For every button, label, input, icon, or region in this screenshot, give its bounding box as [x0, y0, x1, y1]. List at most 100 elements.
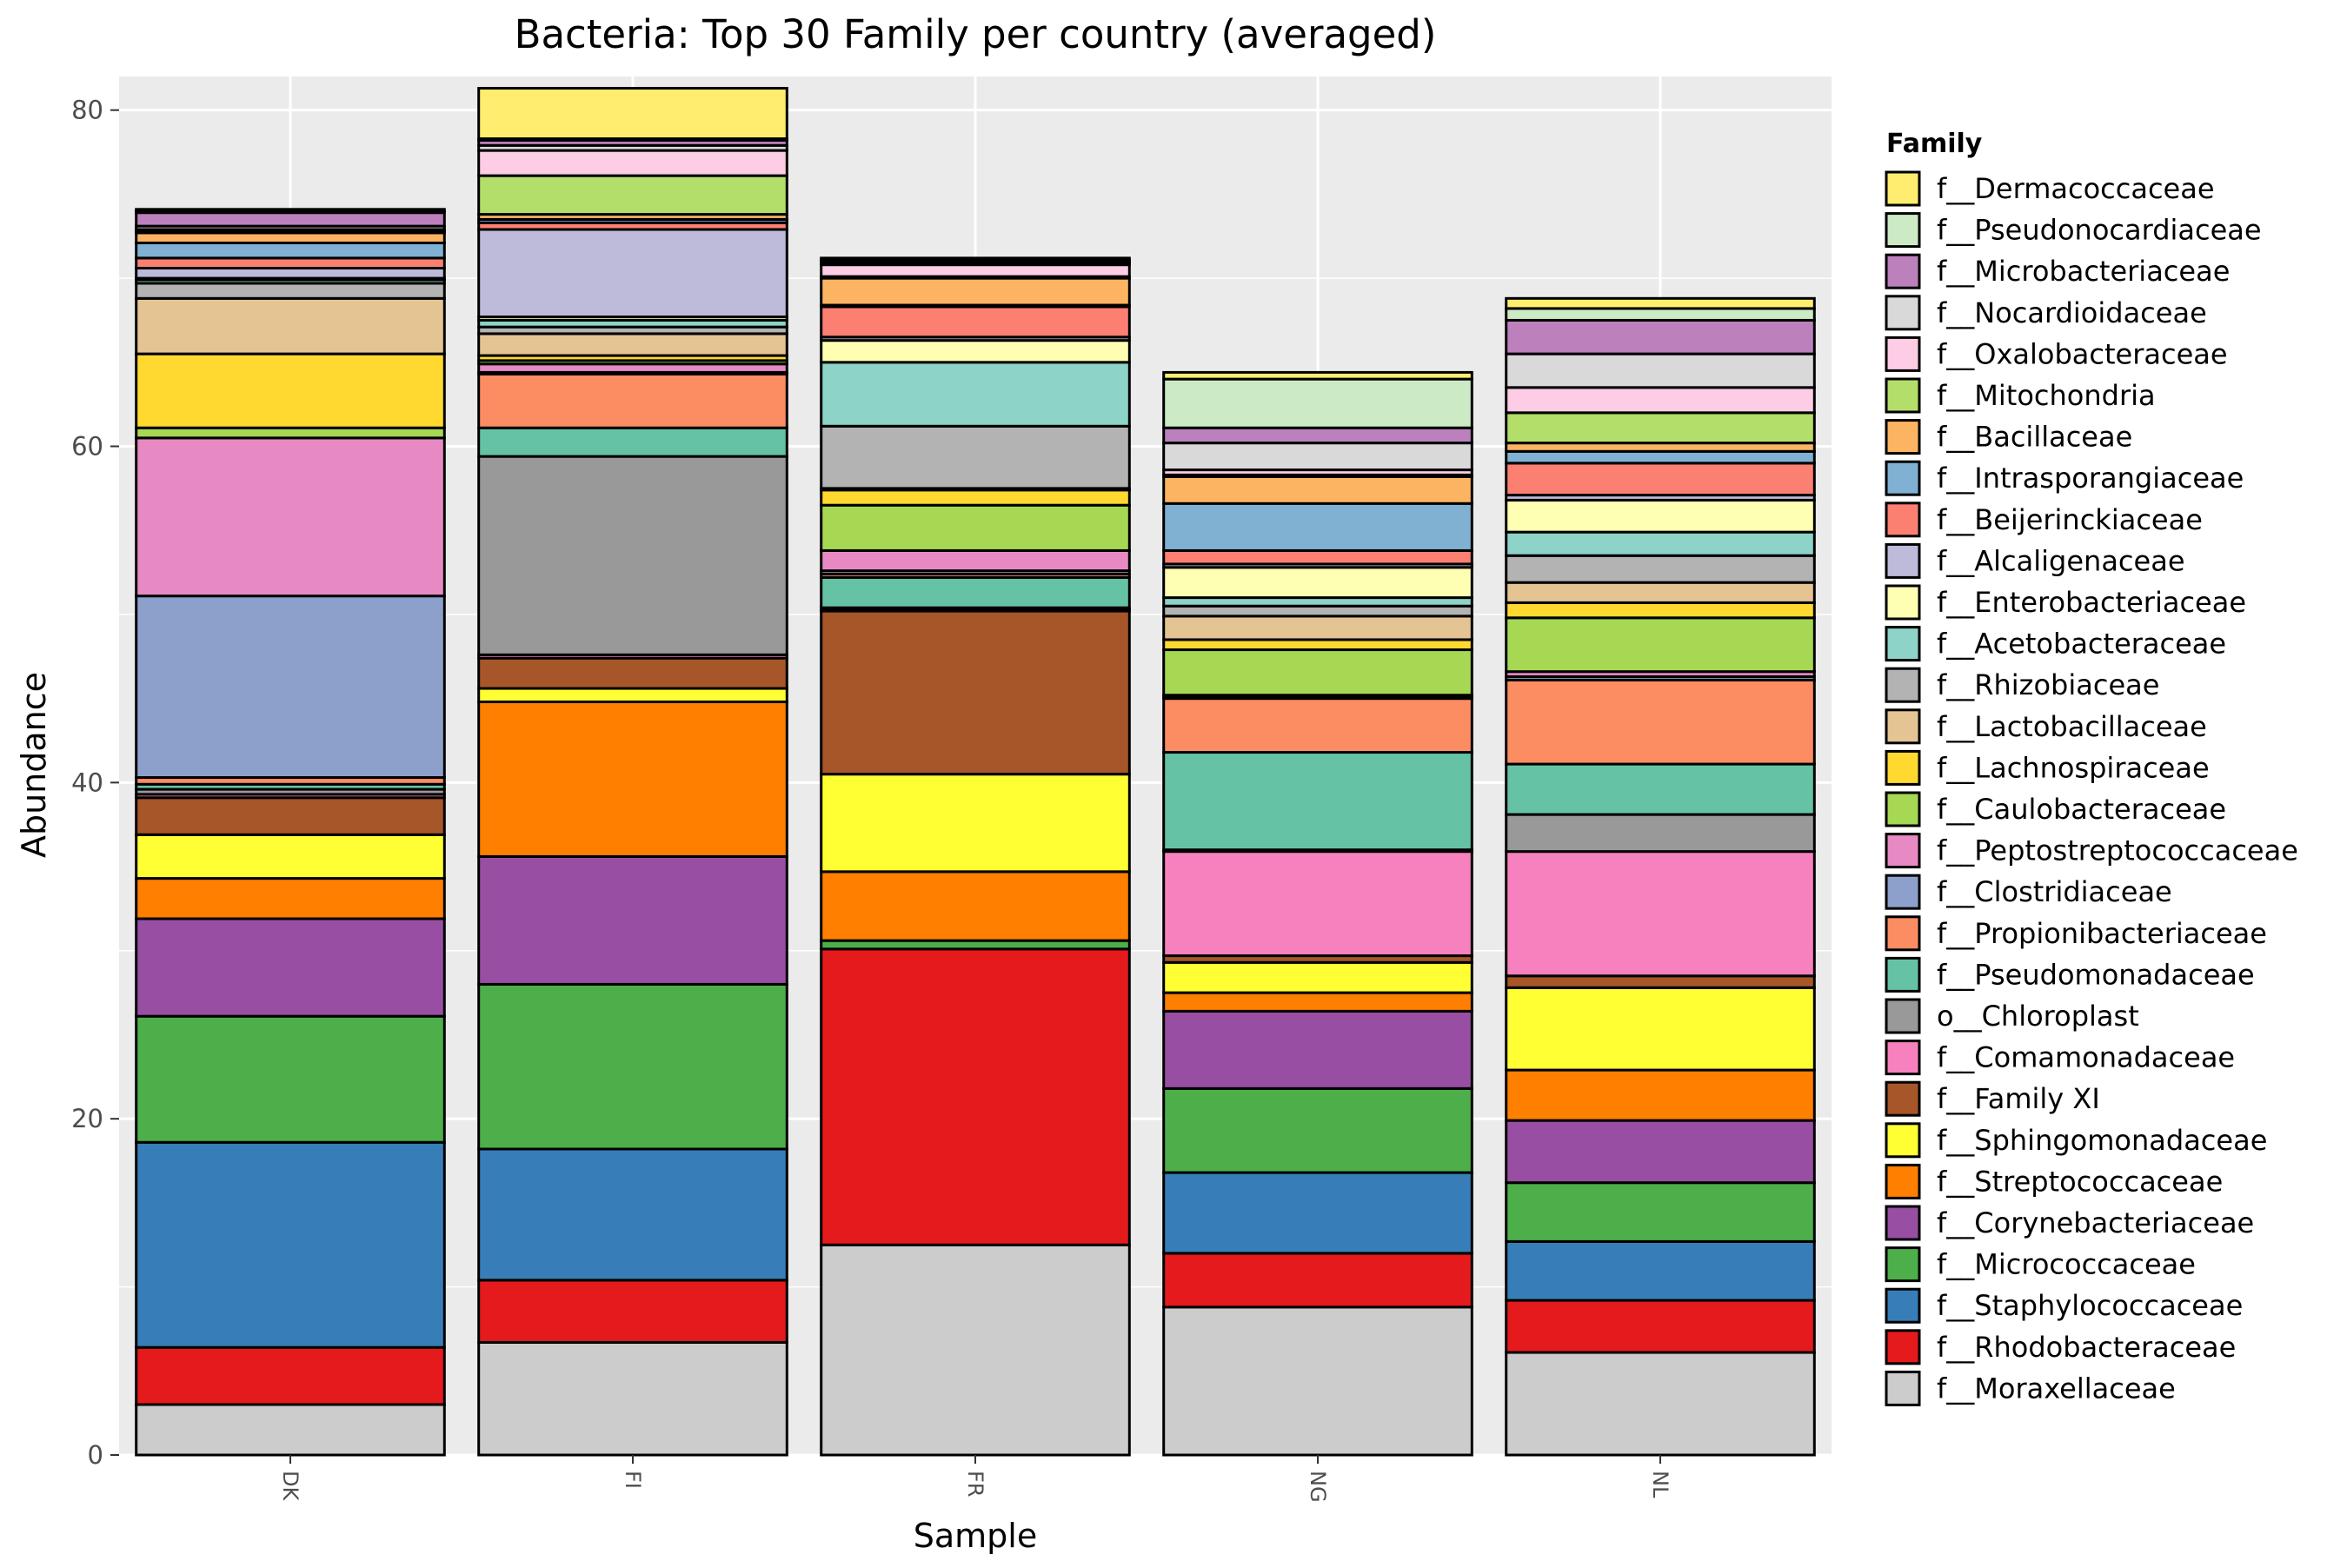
bar-segment	[1505, 762, 1816, 816]
legend-key	[1885, 502, 1921, 538]
bar-segment	[135, 296, 446, 355]
bar-segment	[135, 231, 446, 244]
bar-segment	[820, 339, 1131, 364]
bar-segment	[1162, 648, 1473, 697]
bar-segment	[820, 361, 1131, 428]
bar-segment	[135, 1140, 446, 1349]
legend-key	[1885, 336, 1921, 372]
legend-item: f__Bacillaceae	[1885, 419, 2132, 455]
axes: 0 20 40 60 80 DK FI FR NG NL	[71, 96, 1672, 1503]
legend-key	[1885, 998, 1921, 1034]
bar-segment	[1505, 1181, 1816, 1243]
legend-label: f__Moraxellaceae	[1937, 1372, 2176, 1405]
bar-segment	[1162, 566, 1473, 600]
bar-segment	[1162, 1171, 1473, 1255]
legend-key	[1885, 1370, 1921, 1406]
bar-segment	[820, 488, 1131, 507]
bar-segment	[135, 917, 446, 1018]
bar-segment	[1505, 813, 1816, 854]
legend-item: f__Pseudonocardiaceae	[1885, 212, 2262, 249]
bar-segment	[477, 372, 788, 429]
legend-key	[1885, 833, 1921, 869]
legend-label: f__Peptostreptococcaceae	[1937, 834, 2298, 867]
legend: f__Dermacoccaceae f__Pseudonocardiaceae f_…	[1885, 170, 2298, 1406]
bar-segment	[1505, 462, 1816, 497]
bar-segment	[1505, 974, 1816, 989]
legend-key	[1885, 667, 1921, 703]
legend-item: f__Micrococcaceae	[1885, 1246, 2196, 1283]
legend-key	[1885, 1080, 1921, 1117]
x-tick-label: FI	[621, 1471, 645, 1489]
bar-segment	[477, 455, 788, 656]
legend-item: f__Alcaligenaceae	[1885, 542, 2185, 579]
legend-key	[1885, 295, 1921, 331]
legend-item: f__Family XI	[1885, 1080, 2100, 1117]
bar-segment	[820, 947, 1131, 1246]
bar-segment	[1505, 850, 1816, 978]
legend-label: f__Pseudomonadaceae	[1937, 958, 2255, 991]
y-tick-label: 60	[71, 432, 103, 462]
bar-segment	[820, 503, 1131, 552]
legend-label: f__Beijerinckiaceae	[1937, 503, 2203, 536]
legend-label: f__Acetobacteraceae	[1937, 628, 2226, 661]
bar-segment	[135, 426, 446, 440]
bar-segment	[477, 1340, 788, 1457]
bar-segment	[1505, 1068, 1816, 1122]
bar-segment	[477, 149, 788, 177]
legend-key	[1885, 460, 1921, 496]
bar-segment	[477, 701, 788, 858]
bar-segment	[1505, 678, 1816, 766]
bar-segment	[135, 266, 446, 280]
bar-segment	[1162, 1252, 1473, 1309]
bar-segment	[1162, 377, 1473, 429]
legend-item: f__Oxalobacteraceae	[1885, 336, 2228, 372]
legend-item: f__Nocardioidaceae	[1885, 295, 2207, 331]
legend-item: f__Clostridiaceae	[1885, 874, 2172, 910]
bar-segment	[1162, 1306, 1473, 1457]
bar-segment	[477, 1279, 788, 1344]
bar-segment	[1162, 850, 1473, 958]
legend-item: f__Pseudomonadaceae	[1885, 956, 2255, 993]
legend-key	[1885, 584, 1921, 621]
bar-segment	[1505, 307, 1816, 322]
bar-segment	[1162, 604, 1473, 618]
bar-segment	[820, 870, 1131, 942]
legend-label: f__Clostridiaceae	[1937, 875, 2172, 908]
bar-segment	[1162, 502, 1473, 552]
bar-segment	[820, 1243, 1131, 1457]
bar-segment	[477, 332, 788, 357]
legend-label: o__Chloroplast	[1937, 1000, 2139, 1033]
legend-item: f__Caulobacteraceae	[1885, 791, 2226, 827]
legend-label: f__Propionibacteriaceae	[1937, 917, 2267, 950]
chart-title: Bacteria: Top 30 Family per country (ave…	[515, 11, 1437, 57]
x-axis-label: Sample	[914, 1517, 1037, 1555]
bar-segment	[477, 174, 788, 216]
y-axis-label: Abundance	[15, 672, 53, 858]
legend-label: f__Oxalobacteraceae	[1937, 337, 2228, 370]
bar-segment	[477, 87, 788, 141]
legend-item: f__Lachnospiraceae	[1885, 749, 2210, 786]
legend-item: f__Intrasporangiaceae	[1885, 460, 2244, 496]
bar-segment	[135, 1014, 446, 1144]
bar-segment	[1162, 1086, 1473, 1174]
bar-segment	[1162, 697, 1473, 754]
x-tick-label: NL	[1648, 1471, 1672, 1498]
bar-segment	[1162, 426, 1473, 445]
bar-segment	[1505, 352, 1816, 389]
legend-key	[1885, 915, 1921, 952]
y-tick-label: 40	[71, 767, 103, 797]
bar-segment	[135, 833, 446, 880]
bar-segment	[1162, 615, 1473, 641]
legend-item: f__Acetobacteraceae	[1885, 626, 2226, 662]
bar-segment	[1505, 449, 1816, 465]
legend-key	[1885, 1287, 1921, 1324]
y-tick-label: 80	[71, 96, 103, 125]
legend-key	[1885, 170, 1921, 207]
bar-segment	[1162, 1009, 1473, 1090]
legend-label: f__Intrasporangiaceae	[1937, 462, 2244, 495]
bar-segment	[477, 982, 788, 1151]
bar-segment	[1162, 548, 1473, 566]
bar-segment	[1505, 498, 1816, 534]
bar-segment	[135, 1345, 446, 1406]
